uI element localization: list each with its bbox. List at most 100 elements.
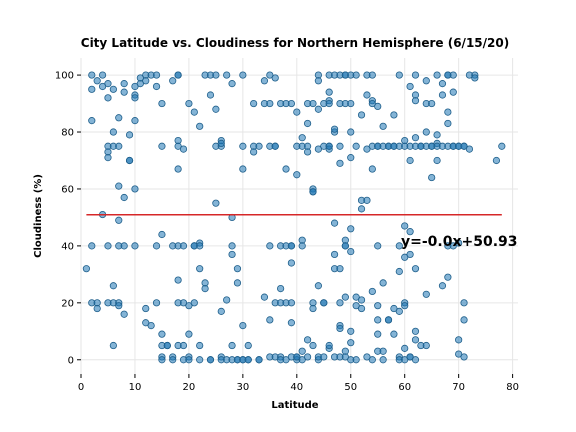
data-point: [320, 299, 328, 307]
data-point: [287, 259, 296, 267]
data-point: [293, 171, 301, 179]
data-point: [374, 316, 382, 324]
data-point: [158, 330, 166, 338]
data-point: [374, 302, 382, 310]
data-point: [142, 304, 150, 313]
data-point: [309, 304, 317, 313]
data-point: [433, 131, 441, 139]
data-point: [196, 265, 204, 273]
data-point: [411, 265, 420, 273]
data-point: [411, 327, 420, 335]
data-point: [239, 71, 247, 79]
data-point: [206, 91, 215, 99]
data-point: [228, 80, 236, 88]
data-point: [411, 356, 420, 364]
data-point: [104, 154, 112, 162]
x-tick-label: 10: [129, 382, 142, 393]
data-point: [120, 88, 128, 96]
data-point: [406, 250, 414, 259]
data-point: [395, 242, 403, 250]
data-point: [250, 99, 258, 108]
data-point: [104, 242, 112, 250]
data-point: [428, 173, 436, 182]
data-point: [422, 128, 430, 136]
data-point: [152, 242, 161, 250]
data-point: [277, 284, 285, 293]
data-point: [174, 71, 182, 79]
y-tick-label: 0: [68, 355, 74, 366]
data-point: [250, 148, 258, 156]
data-point: [444, 119, 452, 128]
data-point: [266, 316, 274, 324]
data-point: [255, 142, 263, 150]
data-point: [438, 91, 447, 99]
data-point: [109, 341, 117, 350]
data-point: [266, 242, 274, 250]
data-point: [411, 134, 420, 142]
data-point: [88, 85, 96, 93]
data-point: [309, 188, 317, 196]
data-point: [341, 242, 349, 250]
data-point: [352, 71, 360, 79]
data-point: [196, 122, 204, 130]
data-point: [109, 85, 117, 93]
data-point: [455, 336, 463, 344]
data-point: [179, 145, 188, 153]
data-point: [196, 341, 204, 350]
chart-title: City Latitude vs. Cloudiness for Norther…: [81, 36, 509, 50]
data-point: [88, 117, 96, 125]
data-point: [298, 242, 306, 250]
data-point: [244, 356, 252, 364]
data-point: [379, 122, 387, 130]
data-point: [93, 77, 101, 85]
y-tick-label: 20: [61, 298, 74, 309]
data-point: [287, 299, 296, 307]
data-point: [115, 114, 123, 122]
data-point: [460, 353, 468, 361]
y-tick-label: 100: [55, 71, 74, 82]
data-point: [428, 99, 436, 108]
x-axis-label: Latitude: [271, 400, 318, 411]
data-point: [444, 108, 452, 116]
data-point: [196, 356, 204, 364]
data-point: [395, 267, 403, 276]
data-point: [109, 282, 117, 290]
data-point: [379, 279, 387, 287]
data-point: [336, 159, 344, 167]
data-point: [239, 322, 247, 330]
data-point: [460, 316, 468, 324]
data-point: [179, 341, 188, 350]
data-point: [303, 119, 312, 128]
x-tick-label: 60: [398, 382, 411, 393]
data-point: [438, 282, 447, 290]
data-point: [152, 299, 161, 307]
data-point: [131, 185, 139, 193]
data-point: [314, 77, 322, 85]
data-point: [374, 102, 382, 110]
data-point: [314, 105, 322, 113]
data-point: [217, 139, 225, 148]
data-point: [88, 71, 96, 79]
data-point: [179, 242, 188, 250]
data-point: [498, 142, 506, 150]
data-point: [368, 356, 376, 364]
data-point: [255, 356, 263, 364]
data-point: [401, 302, 409, 310]
data-point: [142, 77, 150, 85]
data-point: [422, 341, 430, 350]
data-point: [152, 71, 161, 79]
data-point: [422, 77, 430, 85]
y-tick-label: 80: [61, 128, 74, 139]
data-point: [217, 307, 225, 315]
data-point: [131, 94, 139, 102]
data-point: [239, 142, 247, 150]
data-point: [455, 239, 463, 247]
data-point: [190, 108, 198, 116]
data-point: [433, 156, 441, 165]
data-point: [115, 142, 123, 150]
data-point: [120, 310, 128, 318]
data-point: [460, 299, 468, 307]
data-point: [347, 225, 355, 233]
data-point: [347, 128, 355, 136]
data-point: [287, 242, 296, 250]
